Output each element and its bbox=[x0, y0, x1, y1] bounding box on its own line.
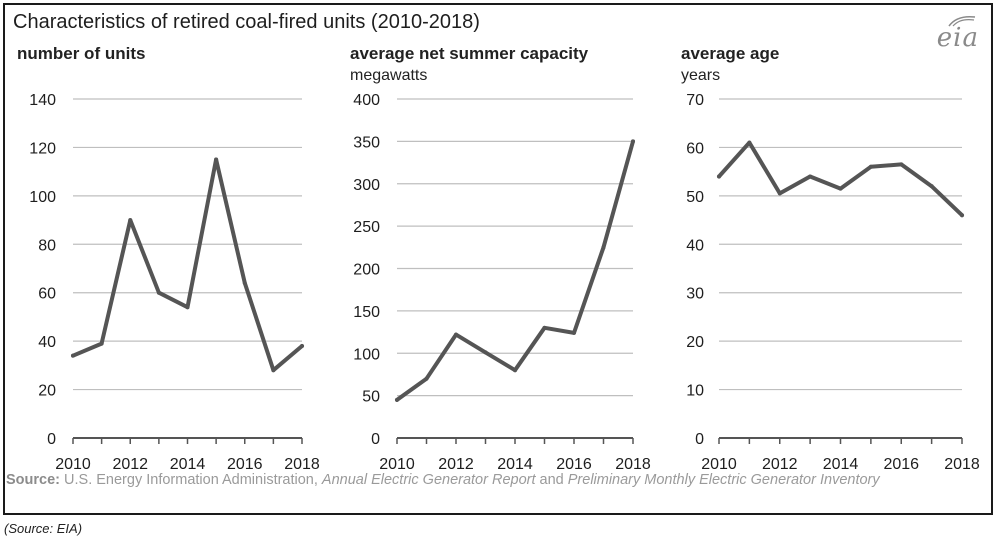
panel-unit-label: years bbox=[681, 67, 720, 84]
panel-title: number of units bbox=[17, 44, 145, 63]
y-tick-label: 150 bbox=[353, 304, 380, 321]
panel-title: average net summer capacity bbox=[350, 44, 589, 63]
y-tick-label: 10 bbox=[686, 383, 704, 400]
x-tick-label: 2018 bbox=[284, 456, 320, 473]
source-text-2: and bbox=[535, 472, 568, 488]
data-point bbox=[717, 174, 721, 179]
y-tick-label: 350 bbox=[353, 134, 380, 151]
data-point bbox=[542, 325, 547, 330]
y-tick-label: 200 bbox=[353, 262, 380, 279]
x-tick-label: 2018 bbox=[615, 456, 651, 473]
data-point bbox=[777, 191, 782, 196]
data-point bbox=[572, 330, 576, 335]
x-tick-label: 2016 bbox=[556, 456, 592, 473]
panel-title: average age bbox=[681, 44, 779, 63]
x-tick-label: 2014 bbox=[170, 456, 206, 473]
chart-frame: Characteristics of retired coal-fired un… bbox=[3, 3, 993, 515]
y-tick-label: 60 bbox=[686, 140, 704, 157]
data-point bbox=[128, 218, 133, 223]
y-tick-label: 100 bbox=[353, 346, 380, 363]
y-tick-label: 50 bbox=[686, 189, 704, 206]
y-tick-label: 120 bbox=[29, 140, 56, 157]
y-tick-label: 40 bbox=[686, 237, 704, 254]
image-caption: (Source: EIA) bbox=[4, 521, 83, 536]
y-tick-label: 400 bbox=[353, 92, 380, 109]
data-point bbox=[424, 376, 429, 381]
eia-logo: eia bbox=[936, 15, 979, 53]
logo-text: eia bbox=[936, 23, 979, 53]
data-point bbox=[929, 184, 934, 189]
x-tick-label: 2010 bbox=[55, 456, 91, 473]
y-tick-label: 20 bbox=[686, 334, 704, 351]
x-tick-label: 2018 bbox=[944, 456, 980, 473]
chart-title: Characteristics of retired coal-fired un… bbox=[13, 11, 480, 33]
series-line bbox=[395, 139, 635, 402]
y-tick-label: 20 bbox=[38, 383, 56, 400]
y-tick-label: 40 bbox=[38, 334, 56, 351]
source-label: Source: bbox=[6, 472, 60, 488]
source-report-2: Preliminary Monthly Electric Generator I… bbox=[567, 472, 880, 488]
x-tick-label: 2012 bbox=[112, 456, 148, 473]
data-point bbox=[454, 332, 458, 337]
data-point bbox=[899, 162, 904, 167]
y-tick-label: 30 bbox=[686, 286, 704, 303]
data-point bbox=[960, 213, 964, 218]
data-point bbox=[601, 245, 606, 250]
data-point bbox=[513, 368, 517, 373]
x-tick-label: 2016 bbox=[227, 456, 263, 473]
source-note: Source: U.S. Energy Information Administ… bbox=[6, 472, 936, 489]
x-tick-label: 2010 bbox=[701, 456, 737, 473]
y-tick-label: 300 bbox=[353, 177, 380, 194]
data-point bbox=[242, 281, 247, 286]
data-point bbox=[395, 397, 399, 402]
y-tick-label: 70 bbox=[686, 92, 704, 109]
data-point bbox=[838, 186, 843, 191]
x-tick-label: 2014 bbox=[823, 456, 859, 473]
data-point bbox=[300, 343, 304, 348]
y-tick-label: 50 bbox=[362, 389, 380, 406]
series-line bbox=[71, 157, 304, 373]
x-tick-label: 2016 bbox=[883, 456, 919, 473]
data-point bbox=[99, 341, 104, 346]
y-tick-label: 60 bbox=[38, 286, 56, 303]
x-tick-label: 2012 bbox=[762, 456, 798, 473]
data-point bbox=[156, 290, 161, 295]
source-report-1: Annual Electric Generator Report bbox=[321, 472, 536, 488]
y-tick-label: 80 bbox=[38, 237, 56, 254]
series-line bbox=[717, 140, 964, 218]
y-tick-label: 0 bbox=[695, 431, 704, 448]
data-point bbox=[808, 174, 813, 179]
y-tick-label: 100 bbox=[29, 189, 56, 206]
data-point bbox=[185, 305, 190, 310]
data-point bbox=[631, 139, 635, 144]
data-point bbox=[214, 157, 219, 162]
data-point bbox=[271, 368, 276, 373]
x-tick-label: 2014 bbox=[497, 456, 533, 473]
y-tick-label: 250 bbox=[353, 219, 380, 236]
data-point bbox=[483, 350, 488, 355]
panel-unit-label: megawatts bbox=[350, 67, 427, 84]
x-tick-label: 2010 bbox=[379, 456, 415, 473]
y-tick-label: 0 bbox=[371, 431, 380, 448]
source-text-1: U.S. Energy Information Administration, bbox=[60, 472, 322, 488]
x-tick-label: 2012 bbox=[438, 456, 474, 473]
logo-arc-icon bbox=[948, 15, 975, 27]
data-point bbox=[747, 140, 752, 145]
y-tick-label: 0 bbox=[47, 431, 56, 448]
data-point bbox=[868, 164, 873, 169]
y-tick-label: 140 bbox=[29, 92, 56, 109]
data-point bbox=[71, 353, 75, 358]
